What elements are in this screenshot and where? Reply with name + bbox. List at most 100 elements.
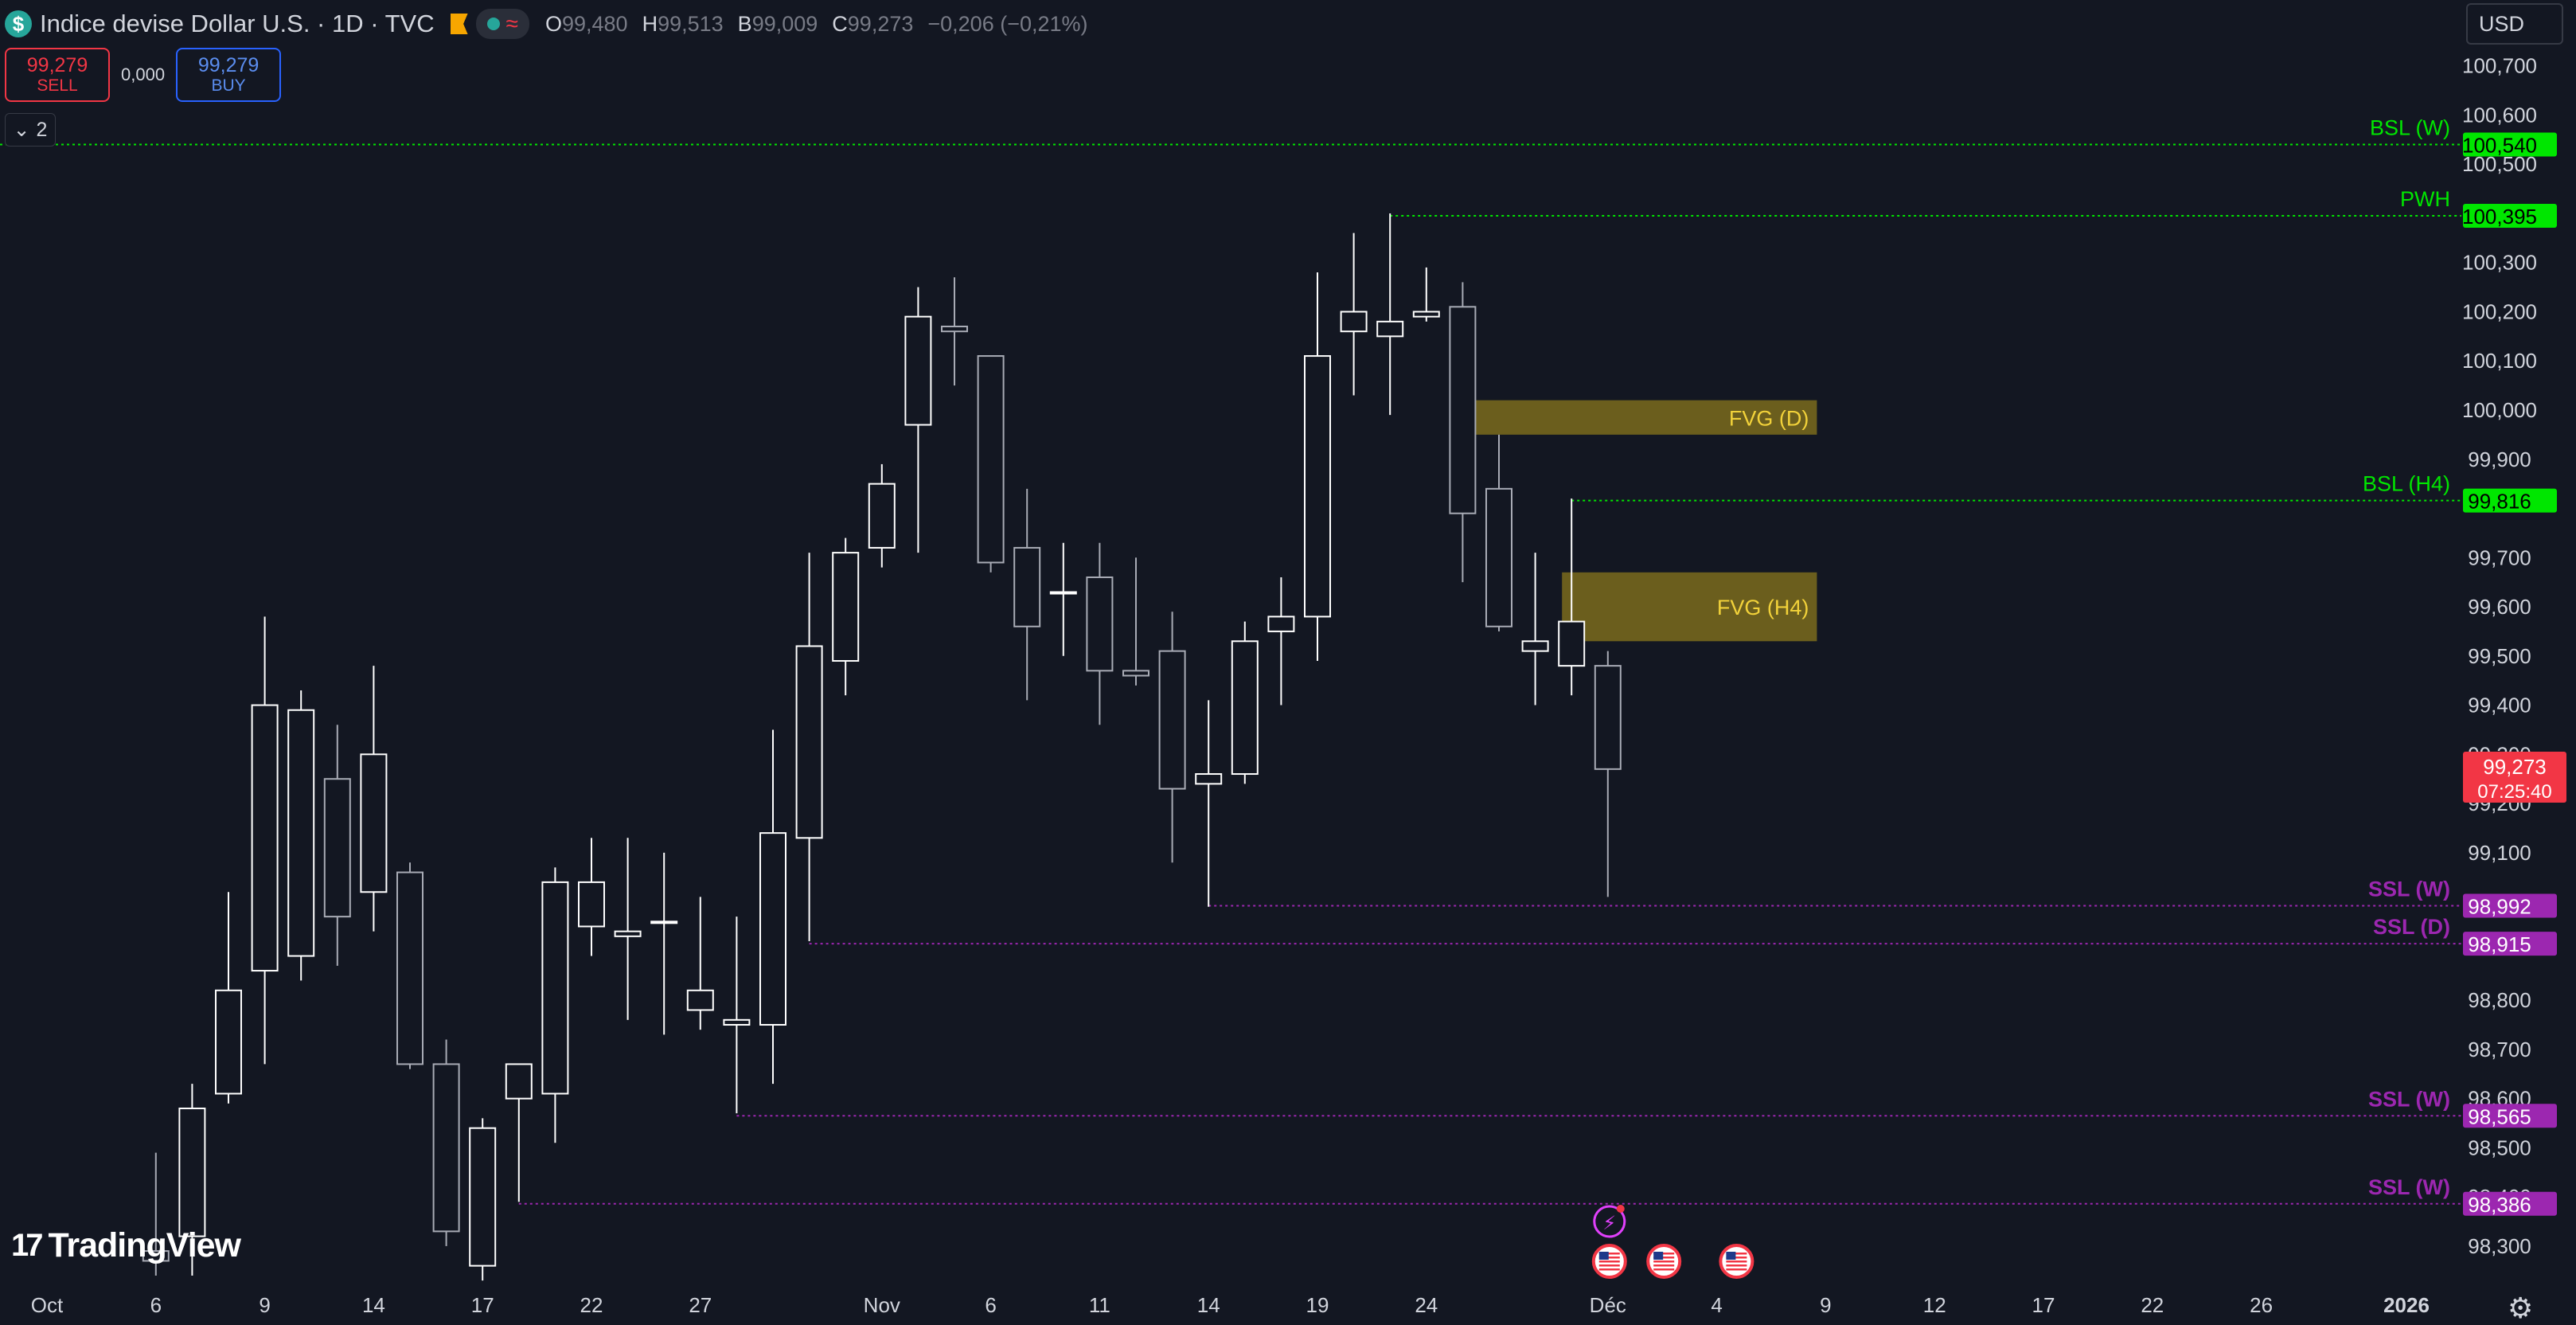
candle-body (686, 989, 714, 1011)
symbol-title[interactable]: Indice devise Dollar U.S. · 1D · TVC (40, 10, 435, 37)
market-status-pill[interactable]: ≈ (475, 9, 529, 39)
candle[interactable] (251, 616, 279, 1065)
ohlc-high: H99,513 (642, 11, 724, 36)
candle-body (1231, 640, 1259, 776)
candle-body (650, 920, 678, 924)
candle[interactable] (1013, 488, 1041, 701)
candle-body (360, 753, 388, 893)
level-label: SSL (W) (2368, 1175, 2450, 1199)
level-price-tag-text: 98,915 (2468, 932, 2531, 956)
y-tick-label: 99,900 (2468, 448, 2531, 471)
level-price-tag (2463, 932, 2557, 956)
fvg-zone-1[interactable] (1562, 572, 1817, 642)
candle[interactable] (1267, 577, 1295, 705)
ohlc-open: O99,480 (544, 11, 628, 36)
candle[interactable] (1304, 272, 1331, 661)
x-tick-label: 26 (2250, 1293, 2273, 1317)
candle-body (323, 778, 351, 918)
candle[interactable] (396, 862, 423, 1069)
candle[interactable] (469, 1118, 497, 1281)
candle[interactable] (1521, 553, 1549, 705)
candle-body (1195, 773, 1223, 785)
candle[interactable] (287, 690, 315, 981)
candle-body (1267, 616, 1295, 632)
candle[interactable] (178, 1084, 206, 1276)
candle[interactable] (686, 897, 714, 1030)
candle[interactable] (723, 917, 751, 1114)
fvg-zone-0[interactable] (1453, 400, 1817, 435)
candle[interactable] (1122, 557, 1149, 686)
y-tick-label: 100,200 (2462, 299, 2537, 323)
candle[interactable] (505, 1063, 533, 1202)
lightning-event-icon[interactable]: ⚡ (1593, 1205, 1626, 1238)
x-tick-label: 6 (150, 1293, 162, 1317)
ohlc-change: −0,206 (−0,21%) (927, 11, 1088, 36)
candle[interactable] (432, 1039, 460, 1246)
level-label: PWH (2400, 187, 2450, 211)
candle[interactable] (1086, 542, 1114, 725)
level-price-tag (2463, 1104, 2557, 1128)
sell-button[interactable]: 99,279 SELL (5, 48, 110, 102)
x-tick-label: 11 (1089, 1293, 1110, 1317)
candle-body (578, 881, 605, 928)
candle-body (941, 326, 968, 333)
candle[interactable] (1340, 233, 1368, 396)
candle[interactable] (578, 838, 605, 956)
candle-body (142, 1250, 170, 1262)
candle-body (977, 355, 1005, 564)
candle[interactable] (1231, 621, 1259, 784)
candle-body (1449, 306, 1477, 514)
candle-body (1086, 576, 1114, 672)
candle[interactable] (977, 355, 1005, 573)
candle[interactable] (1376, 213, 1404, 416)
candle-body (1158, 650, 1186, 790)
x-tick-label: Déc (1590, 1293, 1626, 1317)
candle[interactable] (1558, 498, 1586, 696)
currency-select[interactable]: USD (2466, 3, 2563, 45)
flag-icon[interactable] (450, 14, 468, 34)
indicators-toggle-button[interactable]: ⌄ 2 (5, 113, 56, 147)
currency-value: USD (2479, 11, 2525, 36)
candle[interactable] (1195, 700, 1223, 907)
buy-button[interactable]: 99,279 BUY (176, 48, 282, 102)
candle[interactable] (1412, 267, 1440, 322)
candle[interactable] (1449, 282, 1477, 583)
candle[interactable] (1158, 612, 1186, 863)
us-flag-event-icon[interactable] (1646, 1244, 1682, 1279)
level-price-tag-text: 98,386 (2468, 1193, 2531, 1217)
candle[interactable] (1594, 651, 1622, 897)
candle[interactable] (541, 867, 569, 1143)
x-tick-label: 14 (1197, 1293, 1220, 1317)
candle-body (505, 1063, 533, 1100)
candle[interactable] (1049, 542, 1077, 656)
y-tick-label: 98,500 (2468, 1135, 2531, 1159)
svg-text:⚡: ⚡ (1602, 1212, 1616, 1234)
us-flag-event-icon[interactable] (1591, 1244, 1627, 1279)
ohlc-low: B99,009 (737, 11, 818, 36)
candle[interactable] (142, 1152, 170, 1276)
x-tick-label: 24 (1415, 1293, 1438, 1317)
x-tick-label: 19 (1306, 1293, 1329, 1317)
candle[interactable] (832, 537, 860, 696)
x-tick-label: 9 (259, 1293, 270, 1317)
level-price-tag (2463, 488, 2557, 513)
candle[interactable] (614, 838, 642, 1020)
candle[interactable] (215, 892, 242, 1104)
us-flag-event-icon[interactable] (1719, 1244, 1754, 1279)
candle-body (832, 552, 860, 662)
candle[interactable] (1485, 434, 1512, 631)
candle[interactable] (795, 553, 823, 942)
candle-body (1412, 311, 1440, 318)
candle[interactable] (904, 287, 932, 553)
candle[interactable] (650, 852, 678, 1035)
candle[interactable] (323, 725, 351, 966)
candle[interactable] (868, 463, 896, 568)
candle[interactable] (941, 277, 968, 386)
candle[interactable] (360, 666, 388, 932)
settings-gear-icon[interactable]: ⚙ (2508, 1292, 2534, 1324)
candle-body (868, 483, 896, 549)
fvg-zone-label: FVG (H4) (1717, 596, 1809, 620)
candle[interactable] (759, 729, 786, 1085)
y-tick-label: 99,100 (2468, 841, 2531, 865)
